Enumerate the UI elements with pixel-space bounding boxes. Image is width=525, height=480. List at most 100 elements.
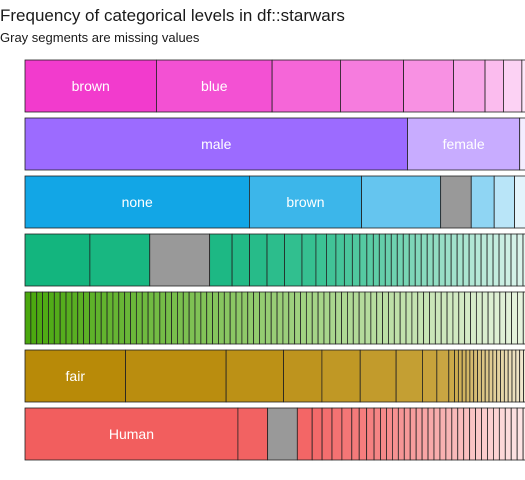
bar-segment [59, 291, 67, 345]
bar-segment [504, 233, 512, 287]
bar-segment [376, 291, 383, 345]
bar-segment [408, 233, 416, 287]
bar-segment [380, 407, 387, 461]
bar-segment [165, 291, 172, 345]
segment-label: none [122, 194, 153, 210]
bar-segment [454, 349, 459, 403]
bar-segment [71, 291, 79, 345]
bar-segment [519, 349, 524, 403]
bar-segment [438, 233, 446, 287]
bar-segment [343, 233, 353, 287]
bar-segment [468, 233, 476, 287]
bar-segment [147, 291, 155, 345]
bar-segment [432, 233, 440, 287]
bar-segment [452, 291, 460, 345]
bar-segment [439, 407, 447, 461]
bar-segment [177, 291, 184, 345]
bar-segment [421, 407, 429, 461]
bar-segment [53, 291, 61, 345]
bar-segment [461, 349, 467, 403]
bar-segment [390, 233, 398, 287]
bar-segment [247, 291, 255, 345]
bar-segment [386, 407, 393, 461]
bar-segment [159, 291, 167, 345]
bar-segment [519, 117, 525, 171]
bar-segment [399, 291, 407, 345]
bar-segment [264, 291, 272, 345]
bar-segment [331, 407, 343, 461]
segment-label: brown [286, 194, 324, 210]
segment-label: fair [66, 368, 86, 384]
bar-segment [414, 233, 422, 287]
bar-segment [487, 407, 494, 461]
bar-segment [288, 291, 296, 345]
bar-segment [135, 291, 143, 345]
bar-segment [440, 291, 448, 345]
bar-segment [510, 233, 518, 287]
bar-segment [366, 407, 375, 461]
bar-segment [317, 291, 325, 345]
bar-segment [200, 291, 208, 345]
bar-segment [382, 291, 389, 345]
bar-segment [457, 407, 465, 461]
bar-segment [329, 291, 337, 345]
bar-segment [492, 349, 498, 403]
bar-segment [373, 407, 381, 461]
bar-segment [130, 291, 137, 345]
bar-segment [434, 291, 442, 345]
bar-segment [403, 59, 454, 113]
bar-segment [515, 349, 521, 403]
segment-label: Human [109, 426, 154, 442]
bar-segment [359, 233, 368, 287]
missing-segment [440, 175, 472, 229]
bar-segment [426, 233, 434, 287]
bar-segment [473, 349, 478, 403]
bar-segment [458, 291, 466, 345]
bar-segment [384, 233, 392, 287]
bar-segment [405, 291, 413, 345]
bar-segment [284, 233, 303, 287]
segment-label: male [201, 136, 232, 152]
bar-segment [388, 291, 395, 345]
bar-segment [391, 407, 399, 461]
bar-segment [341, 407, 353, 461]
bar-segment [505, 291, 512, 345]
bar-segment [456, 233, 464, 287]
bar-segment [366, 233, 374, 287]
bar-segment [436, 349, 450, 403]
chart-subtitle: Gray segments are missing values [0, 30, 200, 45]
bar-segment [411, 291, 419, 345]
bar-segment [480, 233, 488, 287]
bar-segment [182, 291, 190, 345]
bar-segment [493, 407, 500, 461]
bar-segment [503, 59, 523, 113]
bar-segment [237, 407, 269, 461]
bar-segment [500, 349, 505, 403]
bar-segment [395, 349, 423, 403]
bar-segment [351, 233, 361, 287]
bar-segment [522, 291, 525, 345]
bar-segment [480, 349, 486, 403]
bar-segment [444, 233, 452, 287]
bar-segment [248, 175, 362, 229]
bar-segment [361, 175, 442, 229]
bar-segment [372, 233, 380, 287]
bar-segment [481, 407, 488, 461]
bar-segment [89, 233, 151, 287]
bar-segment [511, 349, 517, 403]
bar-segment [521, 59, 525, 113]
bar-segment [118, 291, 126, 345]
bar-segment [321, 407, 333, 461]
bar-segment [510, 407, 518, 461]
bar-segment [445, 407, 453, 461]
bar-segment [484, 59, 504, 113]
bar-segment [492, 233, 500, 287]
bar-segment [427, 407, 435, 461]
bar-segment [36, 291, 43, 345]
bar-segment [481, 291, 489, 345]
bar-segment [422, 349, 438, 403]
bar-segment [231, 233, 250, 287]
bar-segment [235, 291, 243, 345]
bar-segment [477, 349, 482, 403]
